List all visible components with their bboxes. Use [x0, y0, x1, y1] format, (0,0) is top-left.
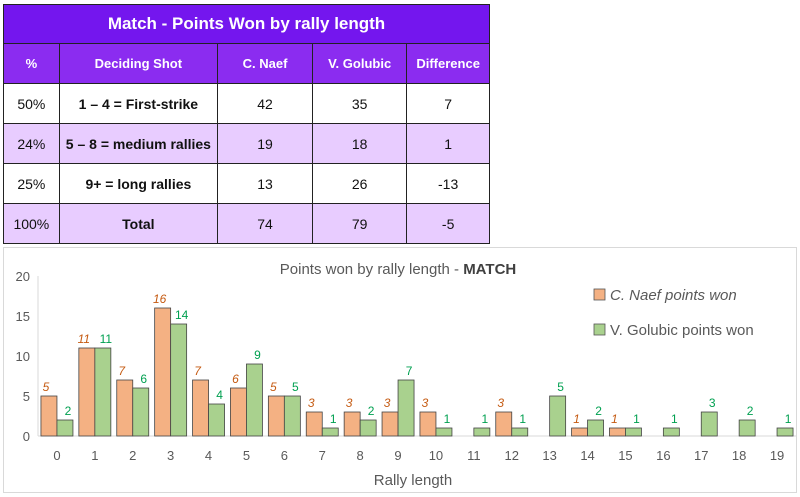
cell-naef: 19 — [217, 123, 313, 164]
table-title: Match - Points Won by rally length — [3, 4, 490, 44]
header-naef: C. Naef — [217, 43, 313, 84]
cell-golubic: 26 — [311, 163, 408, 204]
chart-frame — [3, 247, 797, 493]
cell-deciding-shot: 9+ = long rallies — [58, 163, 219, 204]
cell-deciding-shot: Total — [58, 203, 219, 244]
cell-golubic: 79 — [311, 203, 408, 244]
header-percent: % — [3, 43, 60, 84]
cell-deciding-shot: 5 – 8 = medium rallies — [58, 123, 219, 164]
cell-golubic: 18 — [311, 123, 408, 164]
table-row: 24% 5 – 8 = medium rallies 19 18 1 — [3, 123, 490, 164]
cell-difference: -5 — [406, 203, 490, 244]
table-header-row: % Deciding Shot C. Naef V. Golubic Diffe… — [3, 43, 490, 84]
cell-naef: 42 — [217, 83, 313, 124]
header-difference: Difference — [406, 43, 490, 84]
header-deciding-shot: Deciding Shot — [58, 43, 219, 84]
cell-percent: 24% — [3, 123, 60, 164]
table-row: 100% Total 74 79 -5 — [3, 203, 490, 244]
cell-golubic: 35 — [311, 83, 408, 124]
cell-difference: -13 — [406, 163, 490, 204]
cell-difference: 1 — [406, 123, 490, 164]
cell-naef: 74 — [217, 203, 313, 244]
cell-percent: 50% — [3, 83, 60, 124]
cell-difference: 7 — [406, 83, 490, 124]
cell-percent: 100% — [3, 203, 60, 244]
points-table: Match - Points Won by rally length % Dec… — [3, 4, 490, 244]
table-row: 50% 1 – 4 = First-strike 42 35 7 — [3, 83, 490, 124]
cell-naef: 13 — [217, 163, 313, 204]
header-golubic: V. Golubic — [311, 43, 408, 84]
cell-deciding-shot: 1 – 4 = First-strike — [58, 83, 219, 124]
table-row: 25% 9+ = long rallies 13 26 -13 — [3, 163, 490, 204]
cell-percent: 25% — [3, 163, 60, 204]
